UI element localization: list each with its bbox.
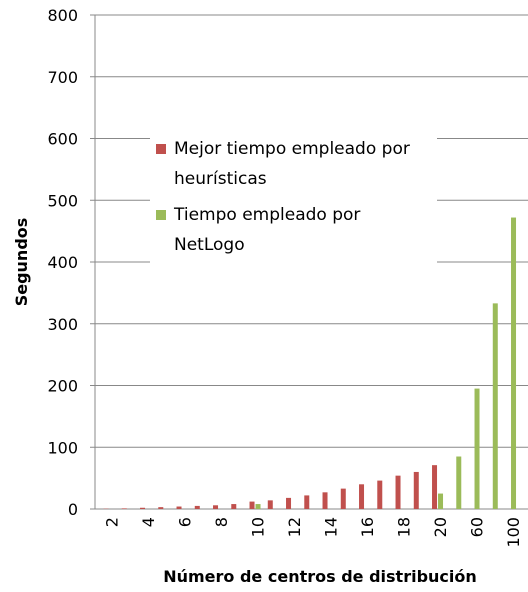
y-tick-label: 100 [47,438,78,457]
bar [359,484,365,509]
y-tick-label: 500 [47,191,78,210]
bar [286,497,292,509]
x-tick-label: 16 [358,517,377,537]
x-tick-label: 6 [176,517,195,527]
legend-item: Tiempo empleado por NetLogo [156,200,431,260]
bar [213,505,219,509]
bar [249,501,255,509]
bar [322,492,328,509]
bar [377,480,383,509]
x-tick-label: 20 [431,517,450,537]
bar [158,507,164,509]
y-tick-label: 0 [68,500,78,519]
bar [456,456,462,509]
x-axis-label: Número de centros de distribución [163,567,477,586]
legend: Mejor tiempo empleado por heurísticas Tie… [150,130,437,270]
bar [438,493,444,509]
bar [194,505,200,509]
y-tick-label: 200 [47,377,78,396]
bar [432,465,438,509]
x-tick-label: 8 [212,517,231,527]
legend-item: Mejor tiempo empleado por heurísticas [156,134,431,194]
legend-swatch [156,210,166,220]
bar [413,471,419,509]
y-tick-label: 700 [47,68,78,87]
bar [231,504,237,509]
y-axis-label: Segundos [12,218,31,307]
x-tick-label: 2 [103,517,122,527]
y-tick-label: 800 [47,6,78,25]
x-tick-label: 100 [504,517,523,548]
x-tick-label: 12 [285,517,304,537]
legend-swatch [156,144,166,154]
bar [255,504,261,509]
bar [140,507,146,509]
x-tick-label: 60 [468,517,487,537]
legend-label: Tiempo empleado por NetLogo [174,205,361,255]
bar [121,508,127,509]
bar [511,217,517,510]
y-tick-label: 400 [47,253,78,272]
bar [304,495,310,509]
bar [267,500,273,509]
x-tick-label: 4 [139,517,158,527]
y-tick-label: 600 [47,130,78,149]
bar [340,488,346,509]
y-tick-label: 300 [47,315,78,334]
x-tick-label: 10 [249,517,268,537]
bar [492,303,498,509]
bar [474,388,480,509]
bar [395,475,401,509]
bar [176,506,182,509]
legend-label: Mejor tiempo empleado por heurísticas [174,139,410,189]
x-tick-label: 14 [322,517,341,537]
x-tick-label: 18 [395,517,414,537]
